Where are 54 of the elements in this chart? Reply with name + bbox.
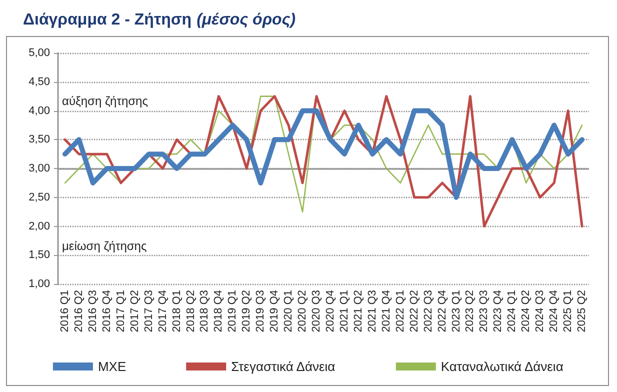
x-tick-label: 2017 Q2 [128, 290, 141, 332]
x-tick-label: 2018 Q4 [212, 290, 225, 332]
annotation: αύξηση ζήτησης [62, 94, 148, 108]
x-tick-label: 2024 Q4 [548, 290, 560, 332]
y-tick-label: 5,00 [28, 47, 50, 59]
y-tick-label: 1,50 [28, 249, 50, 262]
x-tick-label: 2020 Q2 [296, 290, 309, 332]
x-tick-label: 2017 Q3 [142, 290, 155, 332]
y-tick-label: 4,00 [28, 104, 50, 117]
x-tick-label: 2022 Q1 [394, 290, 406, 332]
x-tick-label: 2021 Q4 [380, 290, 392, 332]
legend-label: Στεγαστικά Δάνεια [231, 359, 336, 374]
x-tick-label: 2020 Q4 [324, 290, 336, 332]
x-tick-label: 2024 Q2 [520, 290, 532, 332]
chart-subtitle: (μέσος όρος) [196, 12, 296, 28]
x-tick-label: 2025 Q2 [576, 290, 588, 332]
y-tick-label: 3,00 [28, 162, 50, 174]
x-tick-label: 2019 Q4 [268, 290, 281, 332]
x-tick-label: 2021 Q1 [338, 290, 350, 332]
x-tick-label: 2019 Q3 [254, 290, 267, 332]
y-tick-label: 4,50 [28, 76, 50, 88]
x-tick-label: 2016 Q4 [100, 290, 113, 332]
chart-title: Διάγραμμα 2 - Ζήτηση [23, 12, 192, 28]
y-tick-label: 1,00 [28, 278, 50, 290]
x-tick-label: 2023 Q2 [464, 290, 476, 332]
x-tick-label: 2017 Q1 [114, 290, 127, 332]
x-tick-label: 2023 Q3 [478, 290, 490, 332]
x-tick-label: 2023 Q1 [450, 290, 462, 332]
annotation: μείωση ζήτησης [62, 239, 147, 253]
x-tick-label: 2024 Q1 [506, 290, 518, 332]
x-tick-label: 2021 Q2 [352, 290, 364, 332]
y-tick-label: 3,50 [28, 134, 50, 146]
x-tick-label: 2016 Q2 [72, 290, 85, 332]
x-tick-label: 2022 Q2 [408, 290, 420, 332]
x-tick-label: 2018 Q1 [170, 290, 183, 332]
legend-label: ΜΧΕ [98, 359, 126, 374]
x-tick-label: 2020 Q3 [310, 290, 323, 332]
y-tick-label: 2,00 [28, 220, 50, 232]
x-tick-label: 2017 Q4 [156, 290, 169, 332]
x-tick-label: 2016 Q3 [86, 290, 99, 332]
x-tick-label: 2019 Q2 [240, 290, 253, 332]
x-tick-label: 2021 Q3 [366, 290, 378, 332]
x-tick-label: 2016 Q1 [58, 290, 71, 332]
x-tick-label: 2018 Q2 [184, 290, 197, 332]
x-tick-label: 2018 Q3 [198, 290, 211, 332]
x-tick-label: 2025 Q1 [562, 290, 574, 332]
legend-label: Καταναλωτικά Δάνεια [440, 359, 564, 374]
x-tick-label: 2023 Q4 [492, 290, 504, 332]
y-tick-label: 2,50 [28, 191, 50, 204]
x-tick-label: 2022 Q3 [422, 290, 434, 332]
x-tick-label: 2019 Q1 [226, 290, 239, 332]
x-tick-label: 2024 Q3 [534, 290, 546, 332]
x-tick-label: 2022 Q4 [436, 290, 448, 332]
x-tick-label: 2020 Q1 [282, 290, 295, 332]
